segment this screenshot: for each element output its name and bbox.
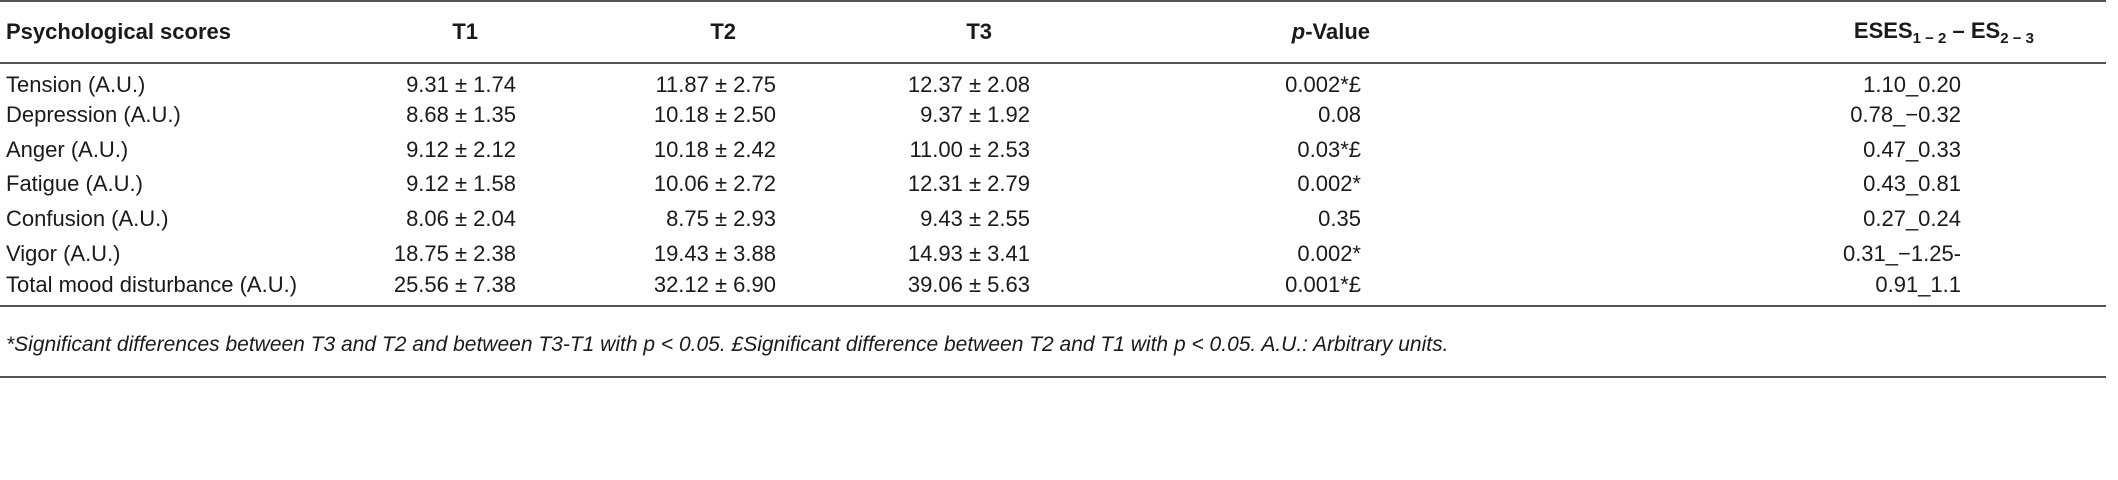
cell-t1: 9.12 ± 2.12 — [406, 136, 516, 162]
table-row: Anger (A.U.) 9.12 ± 2.12 10.18 ± 2.42 11… — [0, 133, 2106, 168]
table-row: Tension (A.U.) 9.31 ± 1.74 11.87 ± 2.75 … — [0, 63, 2106, 98]
cell-effect-size: 0.31_−1.25- — [1842, 240, 1961, 266]
row-label: Vigor (A.U.) — [6, 240, 121, 266]
header-es-sub1: 1 − 2 — [1912, 29, 1947, 47]
cell-t2: 8.75 ± 2.93 — [666, 206, 776, 232]
header-es-sub2: 2 − 3 — [2000, 29, 2034, 47]
header-p-italic: p — [1291, 19, 1306, 44]
row-label: Fatigue (A.U.) — [6, 171, 143, 197]
cell-p-value: 0.03*£ — [1297, 136, 1361, 162]
header-p-value: p-Value — [1154, 0, 1564, 64]
cell-p-value: 0.002*£ — [1285, 72, 1361, 97]
cell-t2: 19.43 ± 3.88 — [653, 240, 776, 266]
table-row: Vigor (A.U.) 18.75 ± 2.38 19.43 ± 3.88 1… — [0, 236, 2106, 271]
header-t2: T2 — [642, 0, 898, 64]
cell-effect-size: 1.10_0.20 — [1863, 72, 1961, 97]
row-label: Anger (A.U.) — [6, 136, 129, 162]
row-label: Total mood disturbance (A.U.) — [0, 270, 390, 307]
table-footnote: *Significant differences between T3 and … — [6, 333, 1449, 356]
psychological-scores-table: Psychological scores T1 T2 T3 p-Value ES… — [0, 0, 2106, 307]
row-label: Confusion (A.U.) — [6, 206, 169, 232]
cell-t3: 12.31 ± 2.79 — [907, 171, 1030, 197]
cell-t2: 10.18 ± 2.50 — [653, 102, 776, 128]
cell-effect-size: 0.43_0.81 — [1863, 171, 1961, 197]
row-label: Depression (A.U.) — [6, 102, 181, 128]
cell-t3: 12.37 ± 2.08 — [907, 72, 1030, 97]
cell-p-value: 0.35 — [1318, 206, 1361, 232]
table-row: Confusion (A.U.) 8.06 ± 2.04 8.75 ± 2.93… — [0, 202, 2106, 237]
cell-t3: 9.43 ± 2.55 — [920, 206, 1030, 232]
cell-p-value: 0.002* — [1297, 240, 1361, 266]
cell-effect-size: 0.91_1.1 — [1564, 270, 2106, 307]
footnote-divider — [0, 376, 2106, 378]
cell-t1: 25.56 ± 7.38 — [390, 270, 642, 307]
cell-t1: 8.06 ± 2.04 — [406, 206, 516, 232]
cell-effect-size: 0.47_0.33 — [1863, 136, 1961, 162]
cell-p-value: 0.002* — [1297, 171, 1361, 197]
table-row: Total mood disturbance (A.U.) 25.56 ± 7.… — [0, 270, 2106, 307]
cell-t3: 11.00 ± 2.53 — [909, 136, 1030, 162]
header-row: Psychological scores T1 T2 T3 p-Value ES… — [0, 0, 2106, 64]
header-label: Psychological scores — [0, 0, 390, 64]
cell-t3: 39.06 ± 5.63 — [898, 270, 1154, 307]
row-label: Tension (A.U.) — [6, 72, 146, 97]
header-t3: T3 — [898, 0, 1154, 64]
cell-t2: 32.12 ± 6.90 — [642, 270, 898, 307]
cell-t1: 9.12 ± 1.58 — [406, 171, 516, 197]
cell-effect-size: 0.78_−0.32 — [1850, 102, 1961, 128]
cell-t1: 18.75 ± 2.38 — [393, 240, 516, 266]
cell-t3: 14.93 ± 3.41 — [907, 240, 1030, 266]
cell-p-value: 0.08 — [1318, 102, 1361, 128]
cell-t3: 9.37 ± 1.92 — [920, 102, 1030, 128]
table-row: Depression (A.U.) 8.68 ± 1.35 10.18 ± 2.… — [0, 98, 2106, 133]
cell-t1: 8.68 ± 1.35 — [406, 102, 516, 128]
cell-t1: 9.31 ± 1.74 — [406, 72, 516, 97]
header-es-a: ESES — [1853, 17, 1913, 43]
cell-effect-size: 0.27_0.24 — [1863, 206, 1961, 232]
header-es-mid: – ES — [1946, 17, 2001, 43]
header-t1: T1 — [390, 0, 642, 64]
cell-t2: 10.18 ± 2.42 — [653, 136, 776, 162]
header-effect-size: ESES1 − 2 – ES2 − 3 — [1564, 0, 2106, 64]
cell-t2: 10.06 ± 2.72 — [653, 171, 776, 197]
cell-t2: 11.87 ± 2.75 — [655, 72, 776, 97]
table-row: Fatigue (A.U.) 9.12 ± 1.58 10.06 ± 2.72 … — [0, 167, 2106, 202]
header-p-rest: -Value — [1305, 19, 1370, 44]
cell-p-value: 0.001*£ — [1154, 270, 1564, 307]
